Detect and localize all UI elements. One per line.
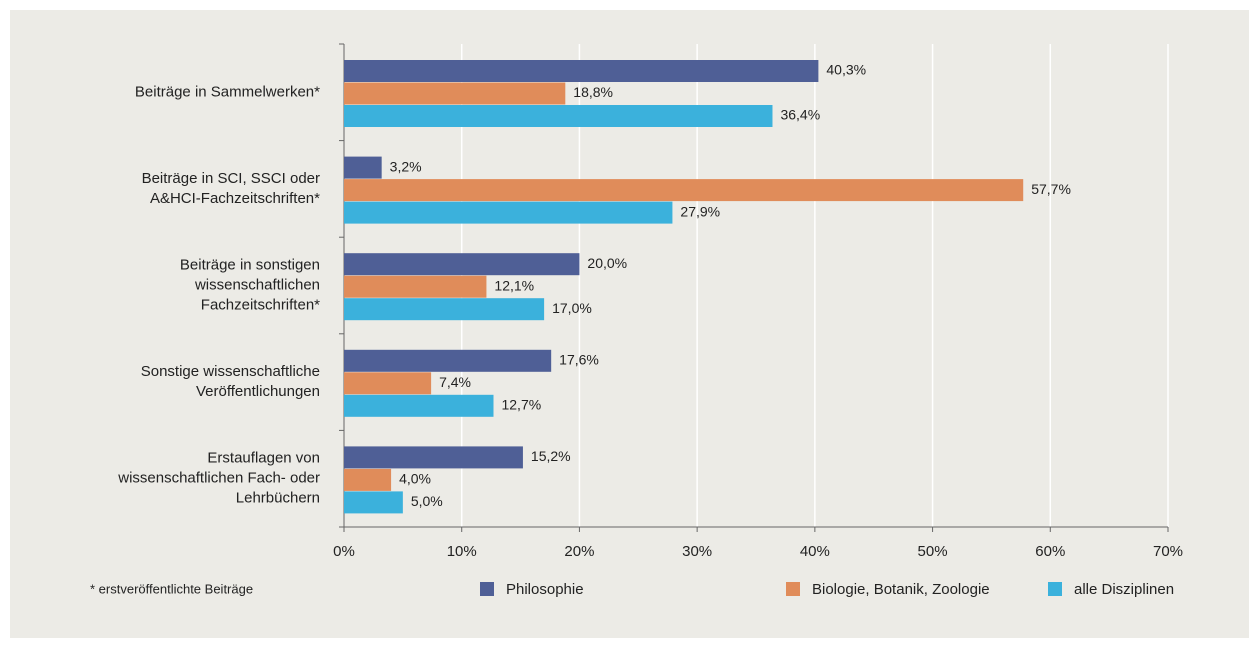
value-label: 3,2% [390, 158, 422, 174]
footnote: * erstveröffentlichte Beiträge [90, 581, 253, 596]
value-label: 57,7% [1031, 181, 1071, 197]
value-label: 20,0% [587, 255, 627, 271]
x-tick-label: 10% [447, 543, 477, 560]
value-label: 7,4% [439, 374, 471, 390]
category-label: Beiträge in Sammelwerken* [135, 83, 320, 100]
value-label: 17,6% [559, 352, 599, 368]
category-label: Sonstige wissenschaftliche [141, 363, 320, 380]
category-label: Fachzeitschriften* [201, 296, 320, 313]
legend-swatch [786, 582, 800, 596]
bar [344, 394, 494, 417]
value-label: 40,3% [826, 62, 866, 78]
x-tick-label: 50% [918, 543, 948, 560]
x-tick-label: 70% [1153, 543, 1183, 560]
category-label: Beiträge in sonstigen [180, 256, 320, 273]
x-tick-label: 60% [1035, 543, 1065, 560]
legend-label: Biologie, Botanik, Zoologie [812, 581, 990, 598]
category-label: Lehrbüchern [236, 490, 320, 507]
bar [344, 446, 523, 469]
bar [344, 349, 552, 372]
category-label: Veröffentlichungen [196, 383, 320, 400]
category-label: wissenschaftlichen [194, 276, 320, 293]
category-label: A&HCI-Fachzeitschriften* [150, 190, 320, 207]
bar [344, 253, 580, 276]
bar [344, 275, 487, 298]
bar [344, 468, 392, 491]
value-label: 12,7% [501, 397, 541, 413]
value-label: 36,4% [780, 107, 820, 123]
value-label: 4,0% [399, 471, 431, 487]
bar [344, 179, 1024, 202]
value-label: 15,2% [531, 448, 571, 464]
x-tick-label: 20% [564, 543, 594, 560]
legend-swatch [1048, 582, 1062, 596]
bar [344, 156, 382, 179]
legend-label: Philosophie [506, 581, 584, 598]
bar [344, 82, 566, 105]
bar [344, 298, 545, 321]
bar [344, 60, 819, 82]
value-label: 18,8% [573, 84, 613, 100]
value-label: 17,0% [552, 300, 592, 316]
legend-swatch [480, 582, 494, 596]
category-label: Beiträge in SCI, SSCI oder [142, 170, 320, 187]
category-label: Erstauflagen von [207, 450, 320, 467]
value-label: 12,1% [494, 277, 534, 293]
bar [344, 201, 673, 224]
x-tick-label: 0% [333, 543, 355, 560]
category-label: wissenschaftlichen Fach- oder [117, 470, 320, 487]
legend-label: alle Disziplinen [1074, 581, 1174, 598]
x-tick-label: 40% [800, 543, 830, 560]
bar [344, 105, 773, 127]
bar [344, 491, 403, 514]
value-label: 27,9% [680, 203, 720, 219]
x-tick-label: 30% [682, 543, 712, 560]
bar [344, 372, 432, 395]
value-label: 5,0% [411, 493, 443, 509]
